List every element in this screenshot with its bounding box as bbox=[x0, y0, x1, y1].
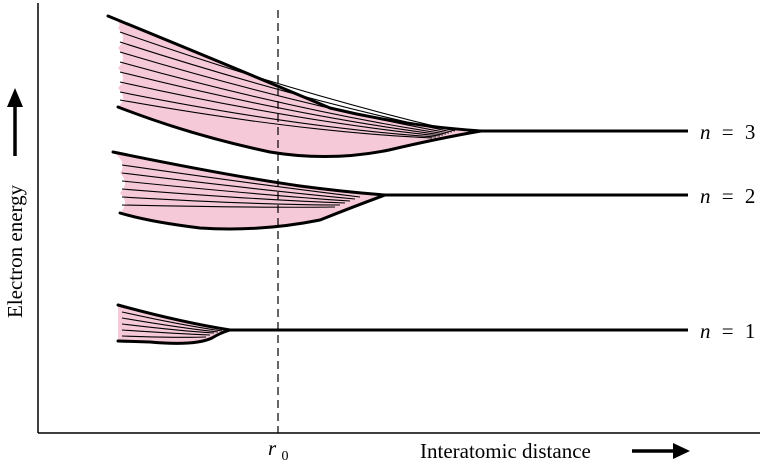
x-axis-label: Interatomic distance bbox=[420, 439, 591, 463]
x-axis-arrow-icon bbox=[632, 443, 690, 459]
band-n2-lower-edge bbox=[118, 193, 387, 231]
band-n3-upper-edge bbox=[106, 14, 483, 133]
y-axis-label: Electron energy bbox=[3, 184, 27, 318]
band-n1-sublevels bbox=[121, 311, 223, 338]
band-n3-fill bbox=[108, 16, 481, 157]
band-n3 bbox=[106, 14, 688, 159]
y-axis-arrow-icon bbox=[7, 88, 23, 156]
band-n2-fill bbox=[113, 152, 385, 229]
band-n1-fill bbox=[118, 305, 230, 344]
level-label-n2: n = 2 bbox=[700, 184, 755, 208]
band-n1 bbox=[116, 303, 688, 345]
band-n1-lower-edge bbox=[116, 328, 232, 345]
level-label-n1: n = 1 bbox=[700, 319, 755, 343]
band-n3-sublevels bbox=[119, 31, 456, 139]
r0-label: r 0 bbox=[268, 436, 288, 464]
band-n2-sublevels bbox=[121, 164, 361, 208]
band-n2 bbox=[111, 150, 688, 231]
band-n1-upper-edge bbox=[116, 303, 232, 332]
band-n2-upper-edge bbox=[111, 150, 387, 197]
band-n3-lower-edge bbox=[116, 105, 483, 159]
level-label-n3: n = 3 bbox=[700, 120, 755, 144]
